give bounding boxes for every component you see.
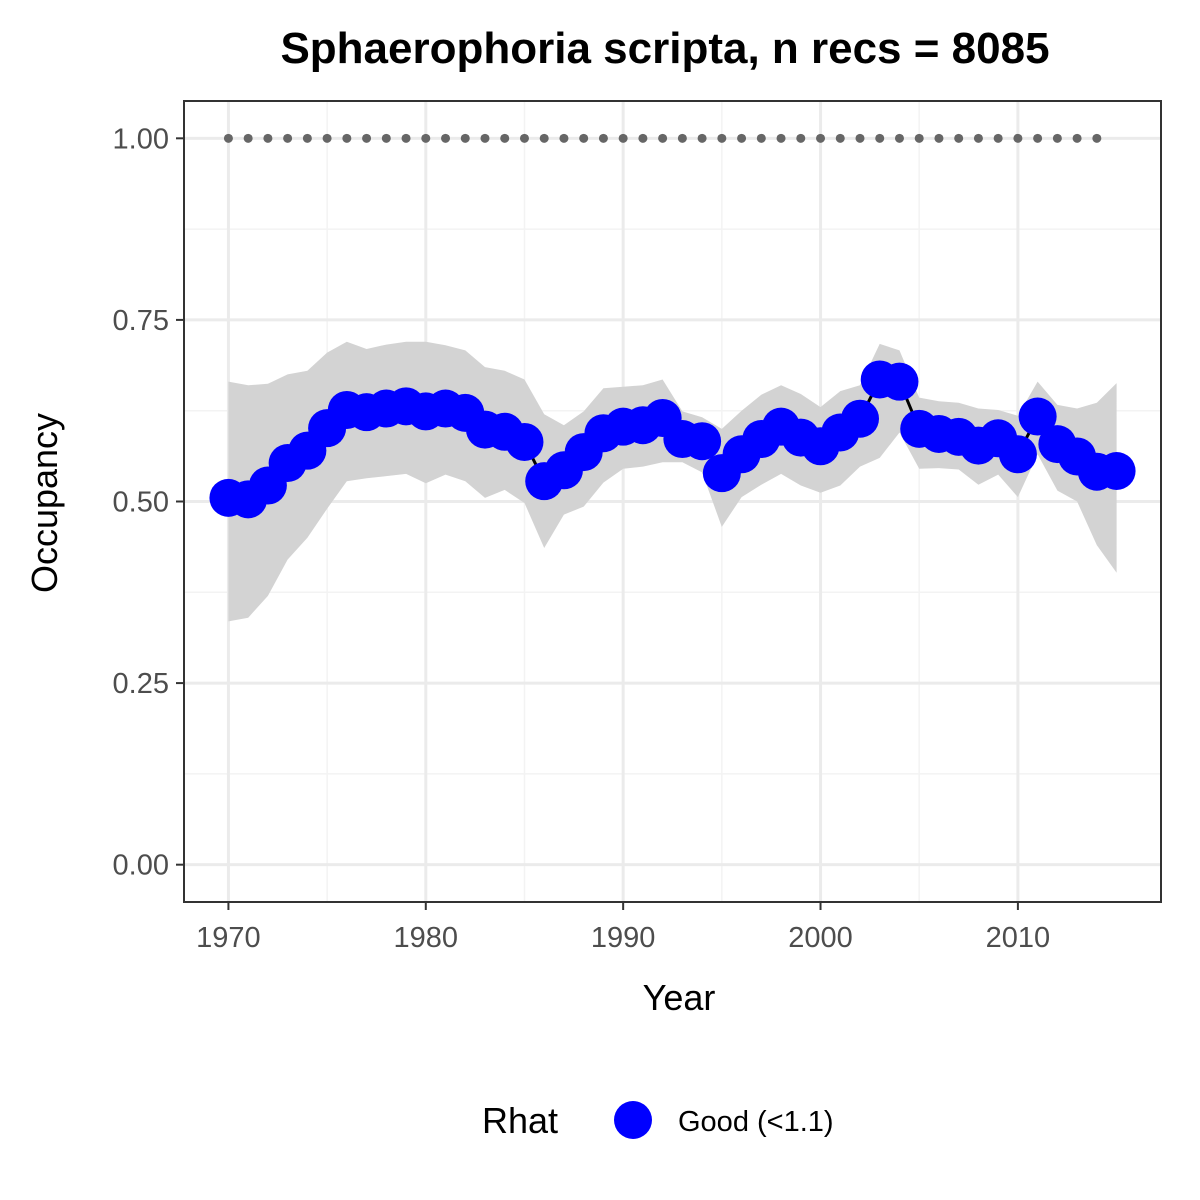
reference-point [717, 133, 727, 143]
reference-point [618, 133, 628, 143]
reference-point [579, 133, 589, 143]
data-points-layer [209, 360, 1136, 519]
reference-point [954, 133, 964, 143]
legend-label-good: Good (<1.1) [678, 1106, 834, 1138]
data-point [998, 435, 1037, 474]
reference-point [598, 133, 608, 143]
data-point [505, 422, 544, 461]
legend-key-good [614, 1101, 652, 1139]
legend-title: Rhat [482, 1100, 558, 1141]
chart-title: Sphaerophoria scripta, n recs = 8085 [280, 24, 1049, 73]
reference-point [519, 133, 529, 143]
reference-point [342, 133, 352, 143]
reference-points-layer [223, 133, 1102, 143]
reference-point [875, 133, 885, 143]
reference-point [283, 133, 293, 143]
reference-point [993, 133, 1003, 143]
reference-point [816, 133, 826, 143]
reference-point [263, 133, 273, 143]
y-tick-label: 0.25 [113, 668, 169, 700]
x-tick-label: 1990 [591, 922, 656, 954]
y-axis-title: Occupancy [24, 413, 65, 593]
reference-point [421, 133, 431, 143]
reference-point [914, 133, 924, 143]
confidence-ribbon-layer [228, 341, 1117, 622]
reference-point [894, 133, 904, 143]
x-tick-label: 2000 [788, 922, 853, 954]
data-point [1018, 397, 1057, 436]
reference-point [835, 133, 845, 143]
reference-point [302, 133, 312, 143]
reference-point [638, 133, 648, 143]
reference-point [934, 133, 944, 143]
confidence-ribbon [228, 341, 1117, 622]
reference-point [381, 133, 391, 143]
x-tick-label: 1970 [196, 922, 261, 954]
y-tick-label: 1.00 [113, 123, 169, 155]
reference-point [480, 133, 490, 143]
reference-point [697, 133, 707, 143]
data-point [880, 362, 919, 401]
y-tick-label: 0.75 [113, 305, 169, 337]
reference-point [460, 133, 470, 143]
reference-point [322, 133, 332, 143]
reference-point [756, 133, 766, 143]
x-tick-label: 2010 [986, 922, 1051, 954]
reference-point [1092, 133, 1102, 143]
major-gridlines [185, 102, 1160, 901]
reference-point [500, 133, 510, 143]
reference-point [1013, 133, 1023, 143]
data-point [841, 399, 879, 438]
x-axis-title: Year [643, 977, 716, 1018]
y-axis: 0.00 0.25 0.50 0.75 1.00 [113, 123, 185, 882]
reference-point [362, 133, 372, 143]
data-point [683, 422, 722, 461]
reference-point [401, 133, 411, 143]
y-tick-label: 0.50 [113, 487, 169, 519]
reference-point [1052, 133, 1062, 143]
reference-point [559, 133, 569, 143]
reference-point [737, 133, 747, 143]
reference-point [243, 133, 253, 143]
reference-point [1072, 133, 1082, 143]
reference-point [677, 133, 687, 143]
x-axis: 1970 1980 1990 2000 2010 [196, 901, 1050, 954]
reference-point [539, 133, 549, 143]
reference-point [776, 133, 786, 143]
reference-point [658, 133, 668, 143]
reference-point [796, 133, 806, 143]
reference-point [441, 133, 451, 143]
x-tick-label: 1980 [394, 922, 459, 954]
reference-point [973, 133, 983, 143]
y-tick-label: 0.00 [113, 850, 169, 882]
data-point [1097, 451, 1136, 490]
reference-point [855, 133, 865, 143]
legend: Rhat Good (<1.1) [482, 1100, 834, 1141]
reference-point [1033, 133, 1043, 143]
reference-point [223, 133, 233, 143]
